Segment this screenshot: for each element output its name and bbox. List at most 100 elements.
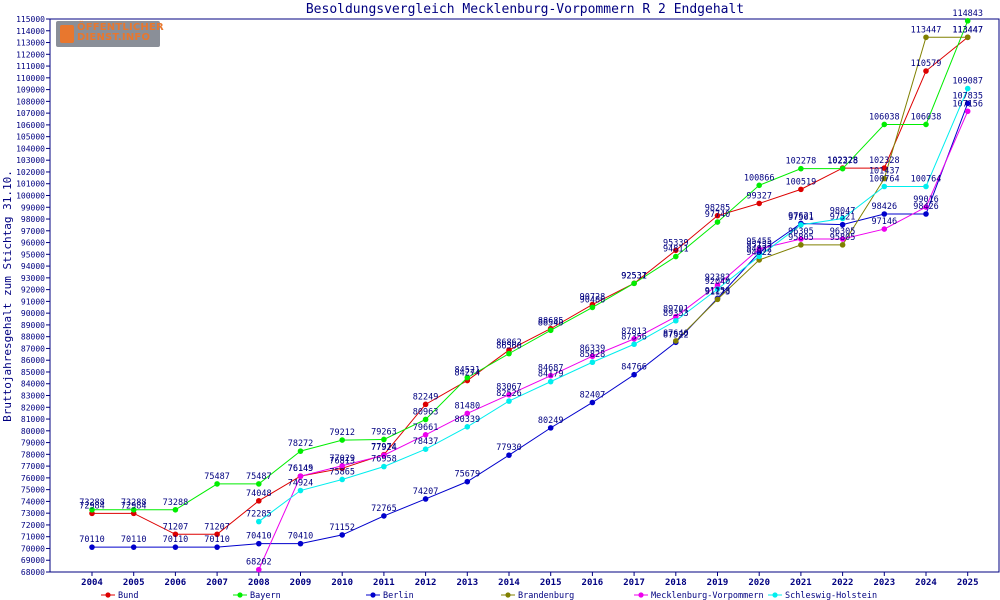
data-label-bund: 82249 [413, 392, 439, 402]
data-point-schleswig-holstein [798, 222, 804, 228]
data-point-berlin [339, 532, 346, 538]
data-label-bayern: 106038 [869, 112, 900, 122]
data-label-berlin: 91258 [705, 286, 731, 296]
data-label-bayern: 78272 [288, 439, 314, 449]
data-label-berlin: 70110 [79, 535, 105, 545]
data-label-berlin: 97621 [788, 211, 814, 221]
legend-marker-bund [105, 592, 111, 598]
data-point-mecklenburg-vorpommern [964, 108, 971, 115]
data-point-mecklenburg-vorpommern [631, 336, 637, 342]
x-tick-label: 2022 [832, 578, 854, 588]
data-label-bayern: 100866 [744, 173, 775, 183]
y-axis-ticks: 68000 69000 70000 71000 72000 73000 74000 75000… [16, 15, 50, 577]
data-point-bund [923, 68, 929, 74]
data-point-brandenburg [673, 338, 679, 344]
data-label-berlin: 82407 [580, 390, 606, 400]
data-label-bayern: 73288 [121, 498, 147, 508]
data-point-bayern [631, 280, 637, 287]
data-point-schleswig-holstein [756, 253, 762, 260]
y-tick-label: 100000 [16, 191, 45, 200]
data-point-bayern [923, 121, 929, 128]
data-point-bayern [464, 374, 471, 381]
data-point-bund [798, 186, 804, 193]
x-tick-label: 2006 [165, 578, 187, 588]
data-point-bayern [381, 436, 387, 443]
y-tick-label: 110000 [16, 74, 45, 83]
x-tick-label: 2004 [81, 578, 103, 588]
x-tick-label: 2020 [748, 578, 770, 588]
data-label-bayern: 75487 [246, 472, 272, 482]
data-label-schleswig-holstein: 89353 [663, 309, 689, 319]
y-tick-label: 95000 [21, 250, 45, 259]
data-label-schleswig-holstein: 109087 [952, 77, 983, 87]
y-tick-label: 113000 [16, 39, 45, 48]
data-label-berlin: 84766 [621, 363, 647, 373]
data-point-bayern [214, 481, 220, 487]
data-label-bund: 84274 [455, 369, 481, 379]
data-label-berlin: 77930 [496, 443, 522, 453]
series-line-bayern [92, 20, 969, 511]
legend-marker-brandenburg [505, 592, 511, 598]
data-label-mecklenburg-vorpommern: 97146 [872, 217, 898, 227]
data-label-mecklenburg-vorpommern: 84687 [538, 364, 564, 374]
data-point-berlin [297, 540, 304, 547]
data-label-brandenburg: 91173 [705, 287, 731, 297]
data-point-berlin [589, 399, 596, 406]
y-tick-label: 85000 [21, 368, 45, 377]
y-tick-label: 115000 [16, 15, 45, 24]
data-label-mecklenburg-vorpommern: 77029 [329, 454, 355, 464]
x-tick-label: 2023 [873, 578, 895, 588]
logo-text: ÖFFENTLICHER DIENST.INFO [77, 23, 164, 43]
y-tick-label: 88000 [21, 333, 45, 342]
y-tick-label: 108000 [16, 97, 45, 106]
data-point-mecklenburg-vorpommern [839, 236, 846, 242]
data-label-berlin: 71152 [329, 523, 355, 533]
data-label-schleswig-holstein: 94832 [746, 244, 772, 254]
data-point-bund [172, 531, 179, 538]
data-label-bund: 90728 [580, 293, 606, 303]
chart-title: Besoldungsvergleich Mecklenburg-Vorpomme… [306, 2, 744, 17]
data-label-mecklenburg-vorpommern: 77924 [371, 443, 397, 453]
data-point-berlin [130, 544, 137, 550]
data-label-berlin: 107835 [952, 91, 983, 101]
data-label-schleswig-holstein: 85828 [580, 350, 606, 360]
data-point-bayern [964, 18, 971, 24]
data-point-bayern [172, 506, 179, 513]
data-point-berlin [964, 100, 971, 107]
data-point-berlin [464, 478, 471, 485]
data-point-bund [881, 165, 888, 171]
data-point-mecklenburg-vorpommern [756, 246, 762, 252]
y-tick-label: 84000 [21, 380, 45, 389]
data-label-schleswig-holstein: 74924 [288, 479, 314, 489]
data-label-mecklenburg-vorpommern: 68202 [246, 558, 272, 568]
data-label-berlin: 70110 [204, 535, 230, 545]
y-tick-label: 82000 [21, 403, 45, 412]
legend-label-bund: Bund [118, 591, 138, 600]
data-point-bayern [255, 481, 262, 487]
data-label-bayern: 106038 [911, 112, 942, 122]
data-label-berlin: 75679 [455, 470, 481, 480]
data-label-mecklenburg-vorpommern: 83067 [496, 383, 522, 393]
data-label-bayern: 86560 [496, 342, 522, 352]
data-label-berlin: 70110 [121, 535, 147, 545]
y-tick-label: 106000 [16, 121, 45, 130]
data-label-bund: 113447 [952, 25, 983, 35]
data-label-berlin: 70410 [288, 532, 314, 542]
data-label-berlin: 97521 [830, 213, 856, 223]
legend-marker-mecklenburg-vorpommern [638, 592, 644, 598]
data-point-mecklenburg-vorpommern [464, 410, 471, 417]
data-label-bayern: 97740 [705, 210, 731, 220]
data-label-schleswig-holstein: 98047 [830, 206, 856, 216]
data-point-mecklenburg-vorpommern [881, 226, 888, 232]
x-tick-label: 2010 [331, 578, 353, 588]
y-tick-label: 77000 [21, 462, 45, 471]
data-point-berlin [631, 371, 637, 378]
data-label-bund: 100519 [786, 177, 817, 187]
data-label-mecklenburg-vorpommern: 99016 [913, 195, 939, 205]
data-label-bayern: 94811 [663, 245, 689, 255]
y-tick-label: 111000 [16, 62, 45, 71]
data-label-berlin: 74207 [413, 487, 439, 497]
x-tick-label: 2014 [498, 578, 520, 588]
y-tick-label: 91000 [21, 297, 45, 306]
data-point-berlin [506, 452, 512, 458]
